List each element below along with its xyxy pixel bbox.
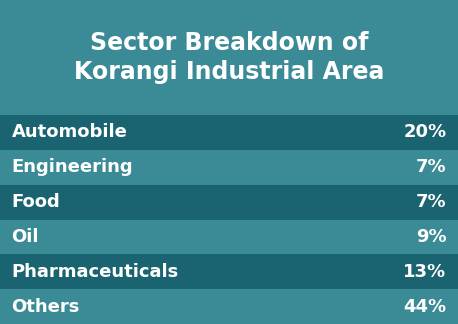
Text: Engineering: Engineering [11,158,133,176]
Text: Food: Food [11,193,60,211]
Text: Pharmaceuticals: Pharmaceuticals [11,263,179,281]
Text: 7%: 7% [416,193,447,211]
Text: Sector Breakdown of
Korangi Industrial Area: Sector Breakdown of Korangi Industrial A… [74,31,384,84]
Text: 44%: 44% [403,297,447,316]
Bar [0,289,458,324]
Text: 13%: 13% [403,263,447,281]
Bar [0,150,458,185]
Text: Oil: Oil [11,228,39,246]
Bar [0,185,458,220]
Text: 9%: 9% [416,228,447,246]
Text: Others: Others [11,297,80,316]
Text: 7%: 7% [416,158,447,176]
Text: Automobile: Automobile [11,123,127,142]
Text: 20%: 20% [403,123,447,142]
Bar [0,220,458,254]
Bar [0,115,458,150]
Bar [0,254,458,289]
